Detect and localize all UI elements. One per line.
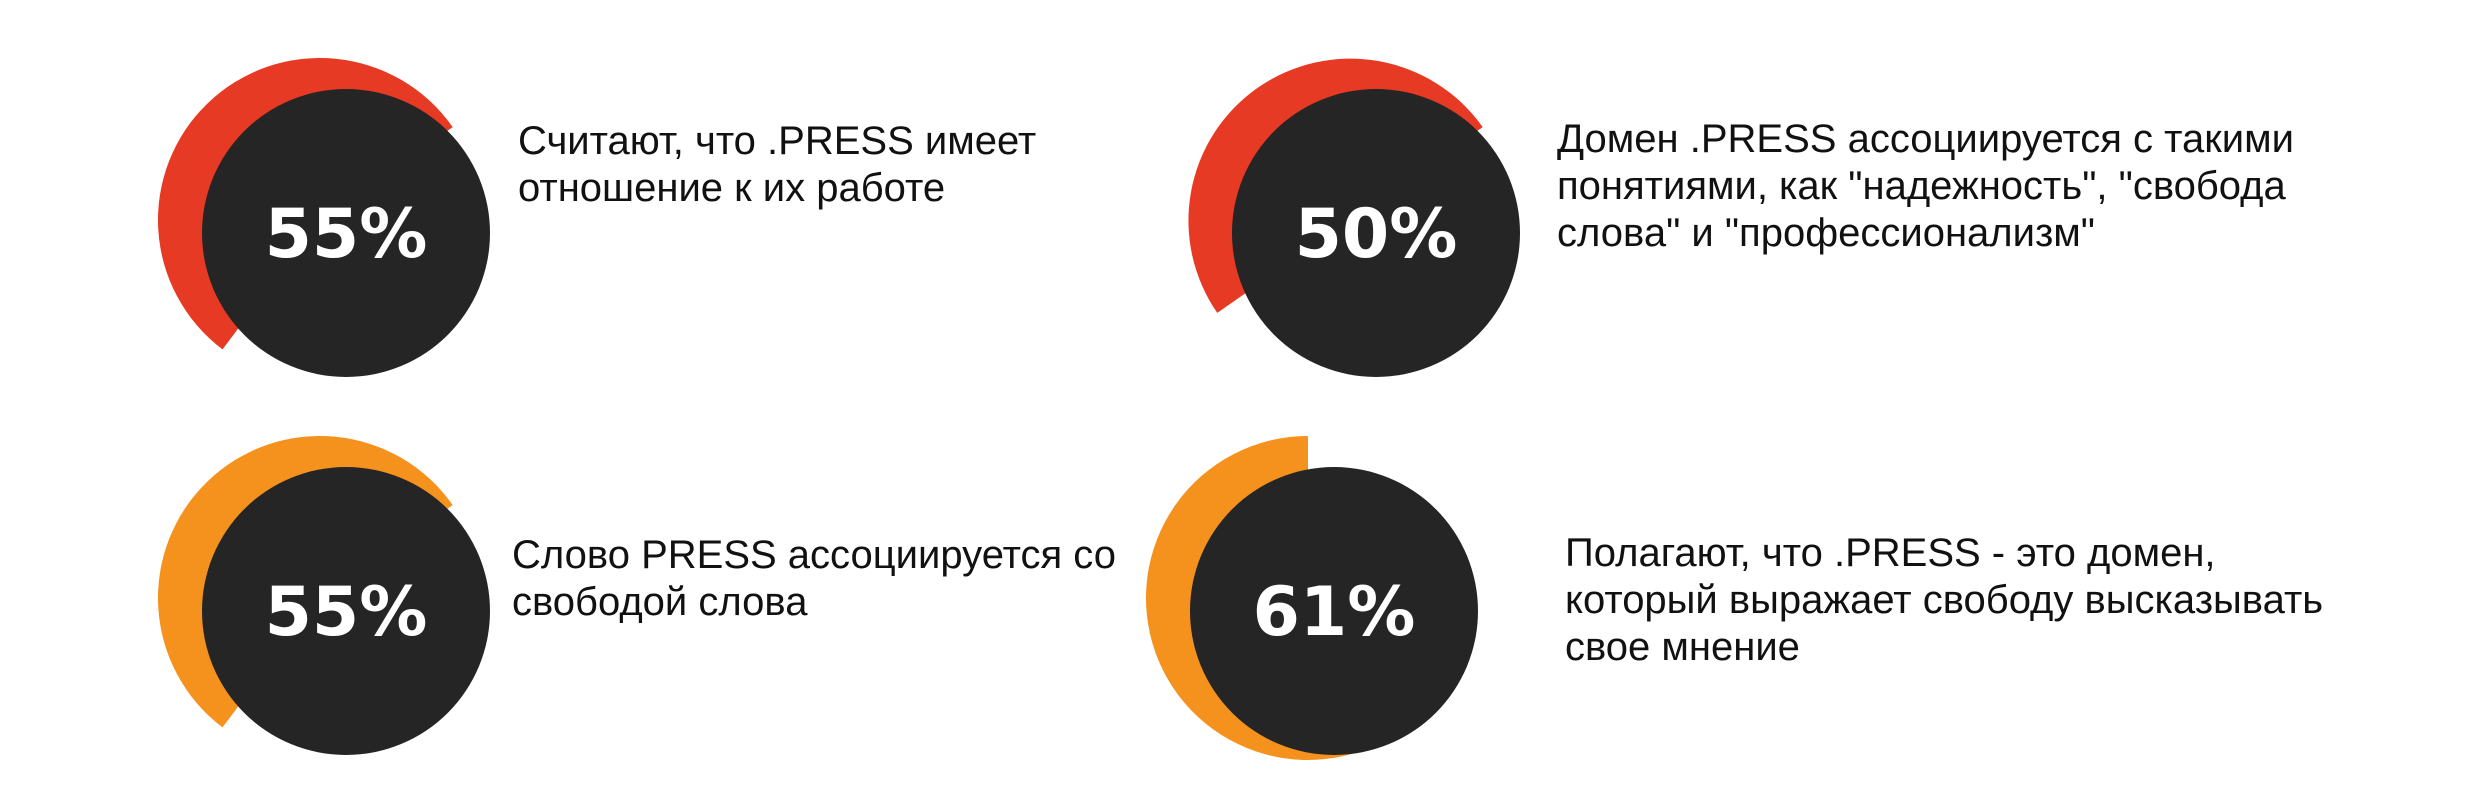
stat-3-disc — [202, 467, 490, 755]
stat-2-percent-label: 50% — [1295, 195, 1458, 274]
stat-1-disc — [202, 89, 490, 377]
stat-4-donut: 61% — [1145, 436, 1478, 760]
stat-3-percent-label: 55% — [265, 573, 428, 652]
stat-3-description: Слово PRESS ассоциируется со свободой сл… — [512, 533, 1116, 624]
stat-2-donut: 50% — [1188, 58, 1520, 377]
stat-1-donut: 55% — [157, 57, 490, 377]
stat-3-donut: 55% — [157, 435, 490, 755]
stat-4-percent-label: 61% — [1253, 573, 1416, 652]
stat-2-disc — [1232, 89, 1520, 377]
stat-2-description: Домен .PRESS ассоциируется с такими поня… — [1557, 117, 2294, 255]
stat-1-description: Считают, что .PRESS имеет отношение к их… — [518, 119, 1037, 210]
stat-4-disc — [1190, 467, 1478, 755]
stat-4-description: Полагают, что .PRESS - это домен, которы… — [1565, 531, 2324, 669]
stat-1-percent-label: 55% — [265, 195, 428, 274]
